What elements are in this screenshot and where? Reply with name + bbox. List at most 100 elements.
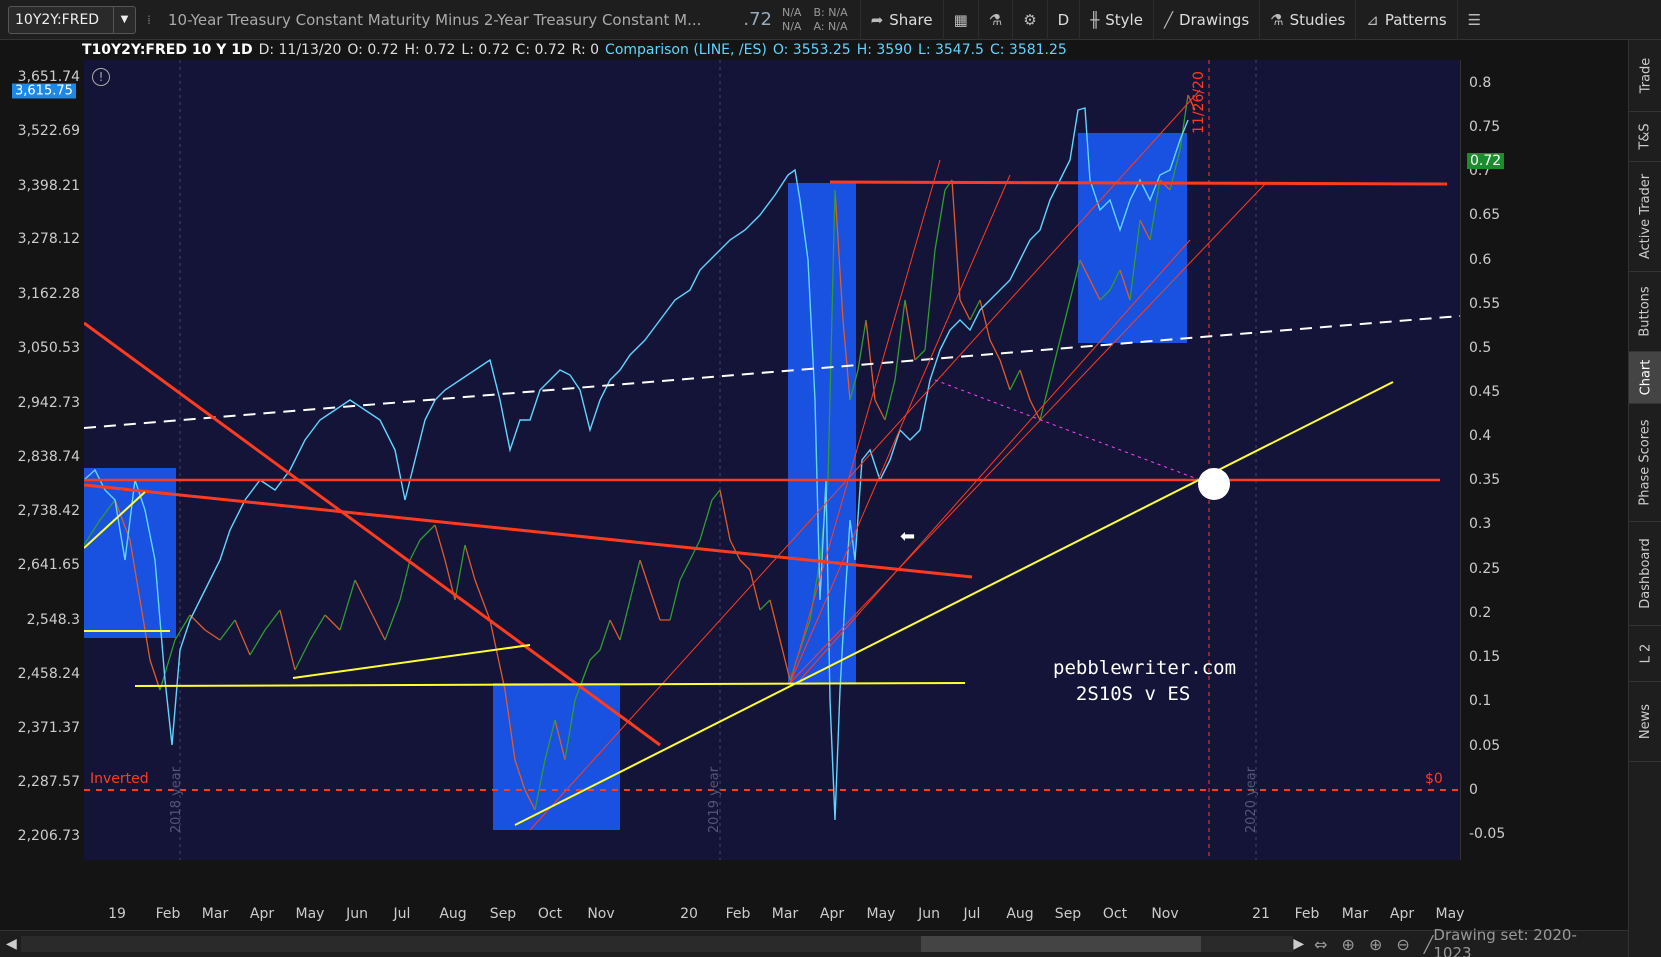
date-label[interactable]: Apr [249,906,275,922]
red-fan-line [799,239,1191,681]
date-label[interactable]: 19 [108,906,126,922]
scroll-left-icon[interactable]: ◀ [6,936,17,952]
pan-icon[interactable]: ⇔ [1314,934,1328,954]
side-tab-l-2[interactable]: L 2 [1629,626,1661,682]
left-tick-label: 2,458.24 [17,666,80,682]
scroll-right-icon[interactable]: ▶ [1293,936,1305,952]
drawings-button[interactable]: ╱ Drawings [1152,0,1259,40]
patterns-button[interactable]: ⊿ Patterns [1355,0,1456,40]
bid-ask: B: N/A A: N/A [813,6,847,34]
highlight-box [1078,133,1187,343]
chart-header: T10Y2Y:FRED 10 Y 1D D: 11/13/20 O: 0.72 … [82,40,1073,60]
side-tab-label: Trade [1638,57,1653,94]
share-label: Share [889,10,933,29]
right-tick-label: 0.3 [1469,516,1492,532]
date-label[interactable]: Mar [1341,906,1369,922]
date-label[interactable]: Feb [725,906,751,922]
side-tab-phase-scores[interactable]: Phase Scores [1629,404,1661,522]
yellow-trendline [84,491,146,549]
comparison-label[interactable]: Comparison (LINE, /ES) [605,42,767,58]
date-label[interactable]: Feb [1294,906,1320,922]
drawing-set-label[interactable]: Drawing set: 2020-1023 [1433,926,1577,957]
menu-button[interactable]: ☰ [1456,0,1491,40]
left-tick-label: 2,371.37 [17,720,80,736]
left-price-axis[interactable]: 3,651.74 3,522.69 3,398.21 3,278.12 3,162.28… [0,60,84,860]
chart-canvas[interactable]: 2018 year 2019 year 2020 year ⬅ Inverted $0 11… [84,60,1460,860]
aggregation-button[interactable]: D [1046,0,1080,40]
date-label[interactable]: Oct [1102,906,1128,922]
date-label[interactable]: Mar [771,906,799,922]
zoom-out-icon[interactable]: ⊖ [1396,934,1410,954]
grid-button[interactable]: ▦ [942,0,978,40]
year-label: 2019 year [707,766,722,833]
date-label[interactable]: May [295,906,325,922]
draw-icon[interactable]: ╱ [1423,934,1434,954]
side-tab-trade[interactable]: Trade [1629,40,1661,112]
link-icon[interactable]: ⁞ [147,12,151,27]
chart-range: R: 0 [571,42,600,58]
inverted-label: Inverted [90,771,149,787]
left-tick-label: 3,398.21 [17,178,80,194]
date-label[interactable]: 20 [680,906,698,922]
date-label[interactable]: Mar [201,906,229,922]
chart-symbol[interactable]: T10Y2Y:FRED 10 Y 1D [82,42,253,58]
horizontal-scrollbar[interactable] [20,936,1294,952]
date-label[interactable]: May [1435,906,1465,922]
side-tab-chart[interactable]: Chart [1629,352,1661,404]
date-label[interactable]: Jul [393,906,411,922]
share-icon: ➦ [870,10,884,29]
symbol-text: 10Y2Y:FRED [15,11,100,28]
side-tab-t-s[interactable]: T&S [1629,112,1661,162]
es-comparison-line [84,107,1189,821]
date-label[interactable]: Nov [587,906,615,922]
date-label[interactable]: Nov [1151,906,1179,922]
date-label[interactable]: Jun [346,906,368,922]
settings-button[interactable]: ⚙ [1012,0,1046,40]
side-tab-dashboard[interactable]: Dashboard [1629,522,1661,626]
date-label[interactable]: Jul [963,906,981,922]
zoom-in-icon[interactable]: ⊕ [1368,934,1383,954]
pencil-icon: ╱ [1163,10,1173,29]
right-tick-label: 0.2 [1469,605,1492,621]
yellow-trendline [134,682,966,687]
side-tab-buttons[interactable]: Buttons [1629,272,1661,352]
right-price-axis[interactable]: 0.8 0.75 0.7 0.65 0.6 0.55 0.5 0.45 0.4 0.35 0.3 0.… [1460,60,1540,860]
date-label[interactable]: 21 [1252,906,1270,922]
date-label[interactable]: Aug [1006,906,1034,922]
comparison-high: H: 3590 [856,42,913,58]
side-tab-label: Dashboard [1638,538,1653,609]
side-tab-news[interactable]: News [1629,682,1661,762]
flask-button[interactable]: ⚗ [977,0,1012,40]
red-fan-line [789,183,1266,684]
date-label[interactable]: Sep [489,906,517,922]
date-label[interactable]: May [866,906,896,922]
red-fan-line [789,159,941,684]
date-label[interactable]: Apr [1389,906,1415,922]
share-button[interactable]: ➦ Share [859,0,943,40]
side-tab-active-trader[interactable]: Active Trader [1629,162,1661,272]
date-axis[interactable]: 19 Feb Mar Apr May Jun Jul Aug Sep Oct Nov 20 Feb Mar… [84,903,1464,925]
date-label[interactable]: Apr [819,906,845,922]
year-label: 2018 year [169,766,184,833]
left-tick-label: 3,162.28 [17,286,80,302]
style-button[interactable]: ╫ Style [1079,0,1153,40]
crosshair-icon[interactable]: ⊕ [1341,934,1355,954]
side-tab-label: Buttons [1638,286,1654,337]
date-label[interactable]: Feb [155,906,181,922]
date-label[interactable]: Sep [1054,906,1082,922]
scrollbar-thumb[interactable] [920,936,1201,952]
right-tick-label: -0.05 [1469,826,1506,842]
chevron-down-icon[interactable]: ▼ [113,6,135,33]
chart-plot-area[interactable]: 2018 year 2019 year 2020 year ⬅ Inverted $0 11… [84,60,1460,860]
highlight-box [84,468,176,638]
date-label[interactable]: Aug [439,906,467,922]
side-gap [1540,40,1628,900]
studies-button[interactable]: ⚗ Studies [1259,0,1355,40]
symbol-selector[interactable]: 10Y2Y:FRED ▼ [8,5,136,34]
style-label: Style [1105,10,1143,29]
date-label[interactable]: Jun [918,906,940,922]
chart-open: O: 0.72 [347,42,399,58]
date-label[interactable]: Oct [537,906,563,922]
right-tick-label: 0 [1469,782,1478,798]
info-icon[interactable]: ! [92,68,110,86]
